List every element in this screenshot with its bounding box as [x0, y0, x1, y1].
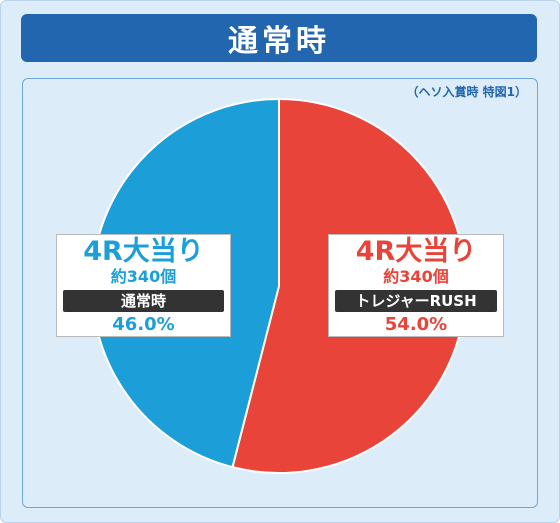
page-title: 通常時 [21, 14, 537, 62]
label-box-normal: 4R大当り 約340個 通常時 46.0% [56, 234, 231, 337]
chart-panel: （ヘソ入賞時 特図1） [22, 78, 538, 508]
slice-sub-normal: 約340個 [110, 267, 177, 286]
slice-tag-trejar-rush: トレジャーRUSH [335, 290, 497, 312]
note-text: （ヘソ入賞時 特図1） [406, 85, 527, 99]
label-box-trejar-rush: 4R大当り 約340個 トレジャーRUSH 54.0% [328, 234, 504, 337]
slice-tag-normal: 通常時 [63, 290, 224, 312]
slice-name-normal: 4R大当り [83, 236, 204, 267]
slice-sub-trejar-rush: 約340個 [383, 267, 449, 286]
slice-name-trejar-rush: 4R大当り [355, 236, 477, 267]
slice-percent-normal: 46.0% [112, 314, 175, 335]
slice-percent-trejar-rush: 54.0% [384, 314, 448, 335]
